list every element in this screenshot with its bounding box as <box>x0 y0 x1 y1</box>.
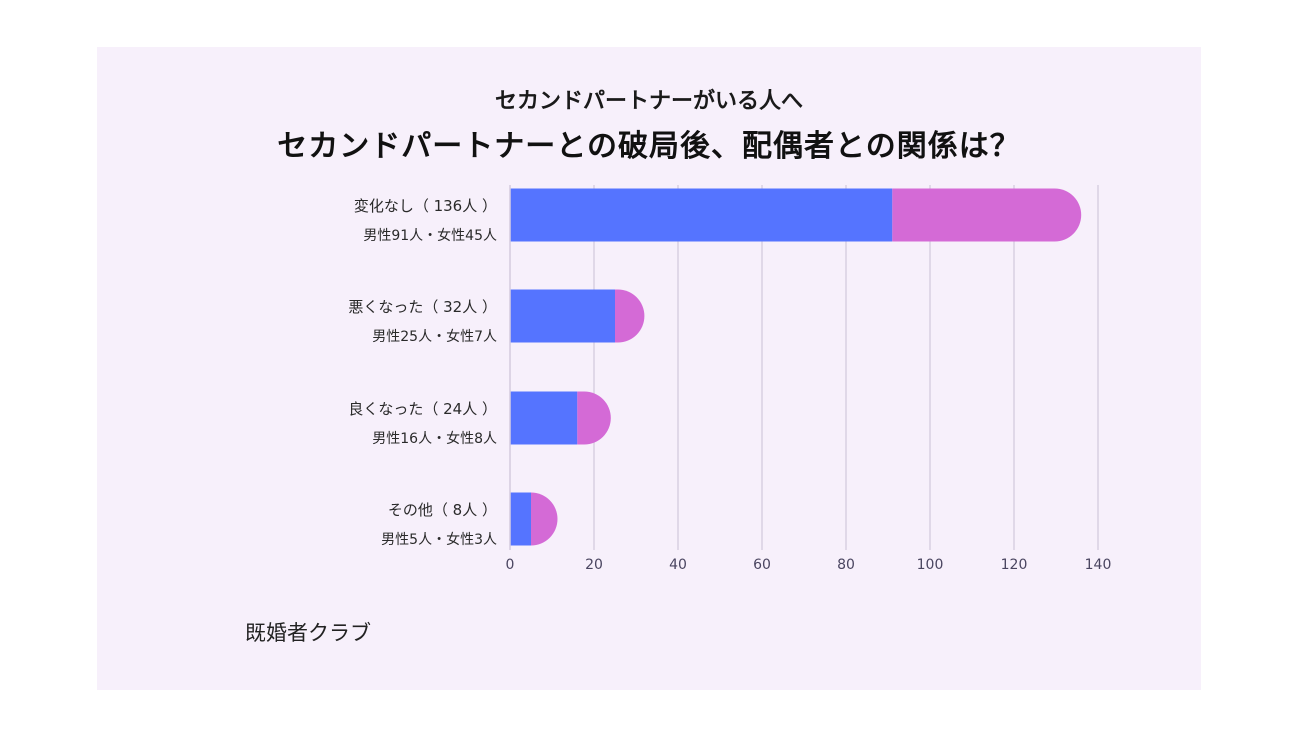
source-label: 既婚者クラブ <box>245 621 371 645</box>
bar-female <box>577 391 611 445</box>
x-tick-label: 100 <box>917 557 944 573</box>
x-tick-label: 0 <box>506 557 515 573</box>
chart-subtitle: セカンドパートナーがいる人へ <box>494 88 803 114</box>
bar-male <box>510 492 531 546</box>
x-tick-label: 80 <box>837 557 855 573</box>
chart-title: セカンドパートナーとの破局後、配偶者との関係は？ <box>277 129 1021 164</box>
bar-female <box>892 188 1082 242</box>
bar-female <box>615 289 645 343</box>
bar-female <box>531 492 558 546</box>
category-label: 変化なし（ 136人 ） <box>354 197 497 215</box>
x-tick-label: 140 <box>1085 557 1112 573</box>
bar-male <box>510 289 615 343</box>
x-tick-label: 20 <box>585 557 603 573</box>
category-label: 悪くなった（ 32人 ） <box>348 298 497 316</box>
category-sublabel: 男性16人・女性8人 <box>372 430 497 447</box>
category-label: その他（ 8人 ） <box>388 501 497 519</box>
category-label: 良くなった（ 24人 ） <box>348 400 497 418</box>
category-sublabel: 男性5人・女性3人 <box>381 531 497 548</box>
bar-chart: 0 20 40 60 80 100 120 140 変化なし（ 136人 ） 男性91人・女性45… <box>348 185 1112 573</box>
x-tick-label: 120 <box>1001 557 1028 573</box>
chart-card: セカンドパートナーがいる人へ セカンドパートナーとの破局後、配偶者との関係は？ … <box>97 47 1201 690</box>
x-tick-label: 60 <box>753 557 771 573</box>
bar-male <box>510 391 578 445</box>
bar-male <box>510 188 893 242</box>
category-sublabel: 男性91人・女性45人 <box>363 227 497 244</box>
x-tick-label: 40 <box>669 557 687 573</box>
category-sublabel: 男性25人・女性7人 <box>372 328 497 345</box>
